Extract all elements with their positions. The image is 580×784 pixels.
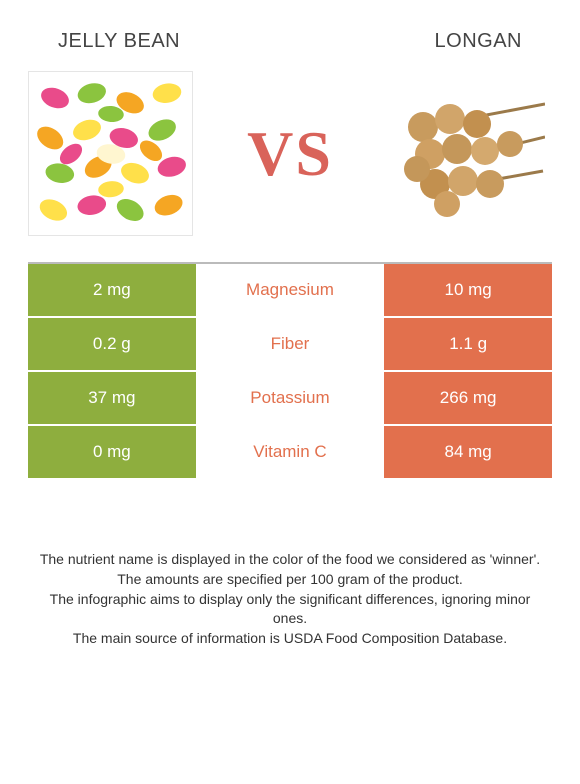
nutrient-row: 0 mgVitamin C84 mg	[28, 426, 552, 480]
nutrient-name: Fiber	[196, 318, 385, 370]
infographic-wrapper: Jelly bean Longan	[0, 0, 580, 668]
jellybean-icon	[31, 74, 191, 234]
nutrient-row: 0.2 gFiber1.1 g	[28, 318, 552, 372]
nutrient-name: Vitamin C	[196, 426, 385, 478]
vs-label: VS	[247, 122, 333, 186]
images-row: VS	[28, 71, 552, 256]
right-value: 1.1 g	[384, 318, 552, 370]
nutrient-row: 37 mgPotassium266 mg	[28, 372, 552, 426]
right-title: Longan	[435, 30, 522, 53]
nutrient-row: 2 mgMagnesium10 mg	[28, 264, 552, 318]
left-value: 0.2 g	[28, 318, 196, 370]
right-image	[387, 71, 552, 236]
right-value: 10 mg	[384, 264, 552, 316]
footer-notes: The nutrient name is displayed in the co…	[28, 550, 552, 647]
right-value: 266 mg	[384, 372, 552, 424]
longan-icon	[395, 89, 545, 219]
left-image	[28, 71, 193, 236]
nutrient-name: Magnesium	[196, 264, 385, 316]
footer-line-2: The amounts are specified per 100 gram o…	[38, 570, 542, 589]
left-value: 2 mg	[28, 264, 196, 316]
nutrient-name: Potassium	[196, 372, 385, 424]
nutrient-table: 2 mgMagnesium10 mg0.2 gFiber1.1 g37 mgPo…	[28, 262, 552, 480]
footer-line-1: The nutrient name is displayed in the co…	[38, 550, 542, 569]
right-value: 84 mg	[384, 426, 552, 478]
left-value: 0 mg	[28, 426, 196, 478]
left-title: Jelly bean	[58, 30, 180, 53]
footer-line-3: The infographic aims to display only the…	[38, 590, 542, 628]
footer-line-4: The main source of information is USDA F…	[38, 629, 542, 648]
left-value: 37 mg	[28, 372, 196, 424]
header: Jelly bean Longan	[28, 30, 552, 71]
